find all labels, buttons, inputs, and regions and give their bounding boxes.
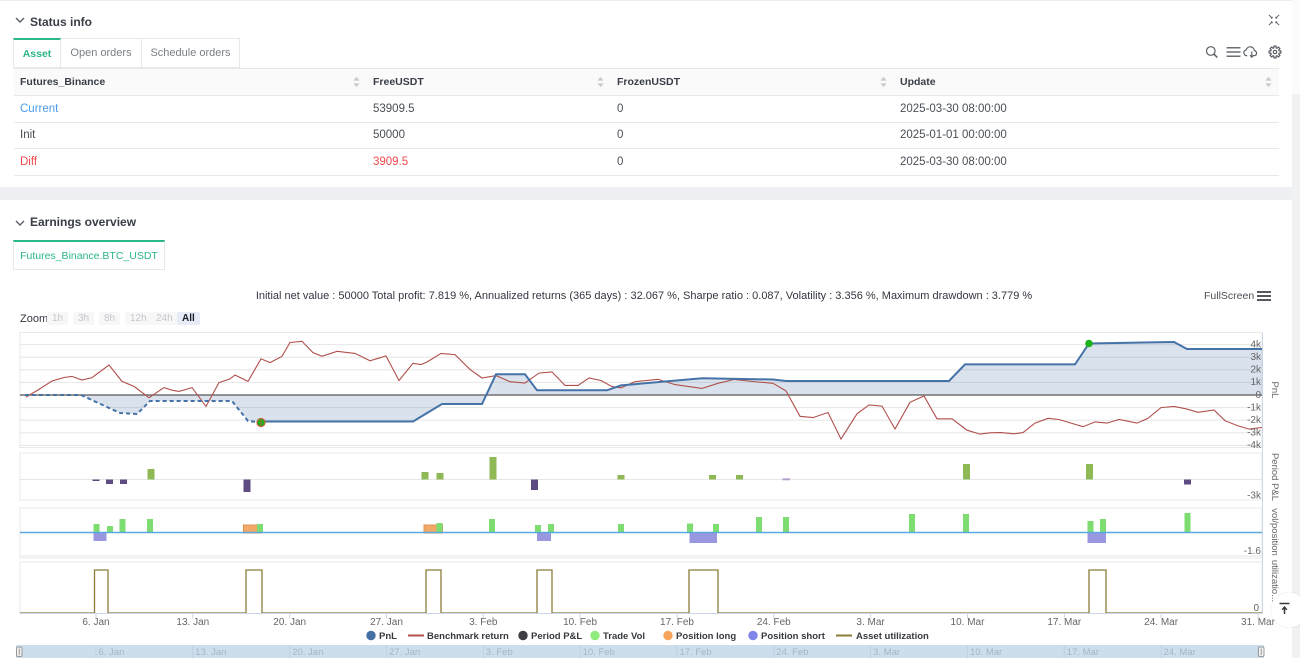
svg-text:17. Mar: 17. Mar: [1047, 617, 1082, 628]
svg-text:0: 0: [1253, 603, 1259, 614]
svg-text:13. Jan: 13. Jan: [176, 617, 209, 628]
svg-text:13. Jan: 13. Jan: [195, 647, 226, 658]
svg-text:20. Jan: 20. Jan: [292, 647, 323, 658]
svg-text:3k: 3k: [1250, 352, 1262, 363]
svg-text:-3k: -3k: [1247, 428, 1262, 439]
svg-text:4k: 4k: [1250, 339, 1262, 350]
svg-text:31. Mar: 31. Mar: [1241, 617, 1276, 628]
svg-text:Period P&L: Period P&L: [1269, 453, 1280, 501]
svg-text:-1.6: -1.6: [1244, 546, 1262, 557]
svg-text:Asset utilization: Asset utilization: [856, 631, 929, 642]
svg-text:24. Feb: 24. Feb: [776, 647, 808, 658]
svg-text:27. Jan: 27. Jan: [370, 617, 403, 628]
svg-text:3. Feb: 3. Feb: [486, 647, 513, 658]
svg-text:10. Feb: 10. Feb: [583, 647, 615, 658]
svg-text:-1k: -1k: [1247, 402, 1262, 413]
svg-text:24. Feb: 24. Feb: [757, 617, 791, 628]
svg-text:Trade Vol: Trade Vol: [603, 631, 645, 642]
svg-text:17. Feb: 17. Feb: [680, 647, 712, 658]
svg-text:3. Mar: 3. Mar: [873, 647, 900, 658]
svg-text:10. Feb: 10. Feb: [563, 617, 597, 628]
svg-text:10. Mar: 10. Mar: [951, 617, 986, 628]
svg-text:0: 0: [1255, 390, 1261, 401]
svg-text:6. Jan: 6. Jan: [99, 647, 125, 658]
svg-text:2k: 2k: [1250, 365, 1262, 376]
svg-text:PnL: PnL: [379, 631, 397, 642]
svg-text:PnL: PnL: [1269, 382, 1280, 399]
svg-text:10. Mar: 10. Mar: [970, 647, 1002, 658]
svg-text:6. Jan: 6. Jan: [82, 617, 109, 628]
svg-text:24. Mar: 24. Mar: [1164, 647, 1196, 658]
svg-text:vol/position: vol/position: [1269, 508, 1280, 556]
svg-text:27. Jan: 27. Jan: [389, 647, 420, 658]
svg-text:Period P&L: Period P&L: [531, 631, 582, 642]
svg-text:Benchmark return: Benchmark return: [427, 631, 509, 642]
svg-text:3. Mar: 3. Mar: [856, 617, 885, 628]
svg-text:Position short: Position short: [761, 631, 826, 642]
svg-text:3. Feb: 3. Feb: [469, 617, 498, 628]
svg-text:17. Mar: 17. Mar: [1067, 647, 1099, 658]
svg-text:-4k: -4k: [1247, 440, 1262, 451]
svg-text:-3k: -3k: [1247, 491, 1262, 502]
svg-text:24. Mar: 24. Mar: [1144, 617, 1179, 628]
svg-text:Position long: Position long: [676, 631, 736, 642]
svg-text:17. Feb: 17. Feb: [660, 617, 694, 628]
svg-text:utilizatio...: utilizatio...: [1269, 560, 1280, 602]
svg-text:-2k: -2k: [1247, 415, 1262, 426]
svg-text:20. Jan: 20. Jan: [273, 617, 306, 628]
svg-text:1k: 1k: [1250, 377, 1262, 388]
